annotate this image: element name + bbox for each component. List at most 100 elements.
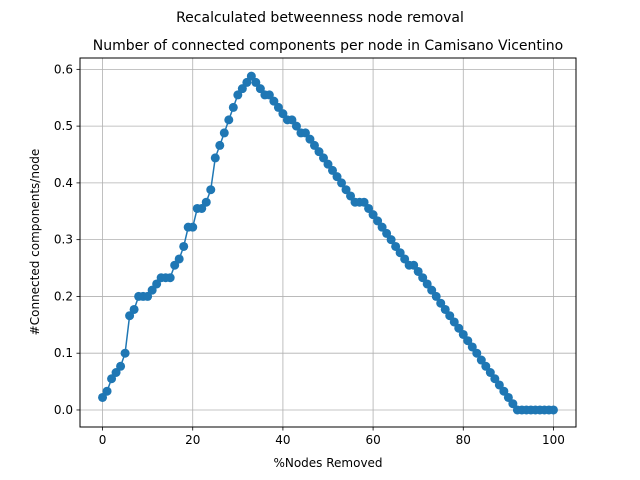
data-point (233, 90, 243, 100)
data-point (377, 222, 387, 232)
data-point (179, 241, 189, 251)
data-point (337, 178, 347, 188)
x-tick-label: 80 (456, 433, 471, 447)
data-point (143, 291, 153, 301)
data-point (305, 134, 315, 144)
data-point (476, 355, 486, 365)
data-point (382, 228, 392, 238)
data-point (386, 235, 396, 245)
data-point (264, 90, 274, 100)
data-point (287, 115, 297, 125)
data-point (449, 317, 459, 327)
data-point (368, 210, 378, 220)
data-point (116, 361, 126, 371)
data-point (197, 203, 207, 213)
y-tick-label: 0.5 (54, 119, 73, 133)
data-point (237, 84, 247, 94)
data-point (418, 273, 428, 283)
data-point (341, 185, 351, 195)
y-tick-label: 0.2 (54, 289, 73, 303)
data-point (413, 266, 423, 276)
data-point (152, 279, 162, 289)
data-point (314, 147, 324, 157)
data-point (174, 254, 184, 264)
data-point (251, 77, 261, 87)
data-point (323, 159, 333, 169)
data-point (291, 121, 301, 131)
data-point (242, 77, 252, 87)
data-point (210, 153, 220, 163)
axis-ticks: 0 20 40 60 80 100 0.0 0.1 0.2 0.3 0.4 0.5 0.6 (54, 62, 565, 447)
data-point (359, 197, 369, 207)
data-point (436, 298, 446, 308)
chart-title: Number of connected components per node … (93, 38, 563, 54)
data-point (548, 405, 558, 415)
grid (80, 58, 576, 427)
series (98, 71, 558, 415)
data-point (494, 380, 504, 390)
plot-frame (79, 57, 577, 428)
data-point (400, 254, 410, 264)
data-point (427, 285, 437, 295)
y-tick-label: 0.6 (54, 62, 73, 76)
data-point (111, 368, 121, 378)
data-point (467, 342, 477, 352)
data-point (255, 84, 265, 94)
data-point (318, 153, 328, 163)
data-point (170, 260, 180, 270)
data-point (440, 304, 450, 314)
data-point (269, 96, 279, 106)
y-tick-label: 0.0 (54, 403, 73, 417)
data-point (364, 203, 374, 213)
data-point (120, 348, 130, 358)
data-point (147, 285, 157, 295)
y-tick-label: 0.4 (54, 176, 73, 190)
data-point (391, 241, 401, 251)
data-point (332, 172, 342, 182)
data-point (215, 140, 225, 150)
data-point (481, 361, 491, 371)
data-point (490, 374, 500, 384)
data-point (503, 392, 513, 402)
y-tick-label: 0.3 (54, 233, 73, 247)
x-tick-label: 0 (99, 433, 107, 447)
y-axis-label: #Connected components/node (28, 149, 42, 336)
data-point (463, 336, 473, 346)
data-point (458, 329, 468, 339)
x-tick-label: 60 (365, 433, 380, 447)
data-point (472, 348, 482, 358)
data-point (431, 291, 441, 301)
x-axis-label: %Nodes Removed (273, 456, 382, 470)
data-point (273, 102, 283, 112)
x-tick-label: 20 (185, 433, 200, 447)
data-point (188, 222, 198, 232)
data-point (445, 311, 455, 321)
data-point (278, 109, 288, 119)
chart-suptitle: Recalculated betweenness node removal (176, 10, 464, 26)
data-point (300, 128, 310, 138)
data-point (206, 185, 216, 195)
data-point (499, 386, 509, 396)
data-point (219, 128, 229, 138)
x-tick-label: 40 (275, 433, 290, 447)
data-point (309, 140, 319, 150)
data-point (346, 191, 356, 201)
data-point (107, 374, 117, 384)
data-point (201, 197, 211, 207)
data-point (454, 323, 464, 333)
data-point (395, 248, 405, 258)
y-tick-label: 0.1 (54, 346, 73, 360)
data-point (508, 399, 518, 409)
data-point (129, 304, 139, 314)
data-point (98, 392, 108, 402)
data-point (224, 115, 234, 125)
data-point (422, 279, 432, 289)
x-tick-label: 100 (542, 433, 565, 447)
data-point (409, 260, 419, 270)
data-point (328, 165, 338, 175)
data-point (102, 386, 112, 396)
data-point (165, 273, 175, 283)
data-point (485, 368, 495, 378)
data-point (228, 102, 238, 112)
